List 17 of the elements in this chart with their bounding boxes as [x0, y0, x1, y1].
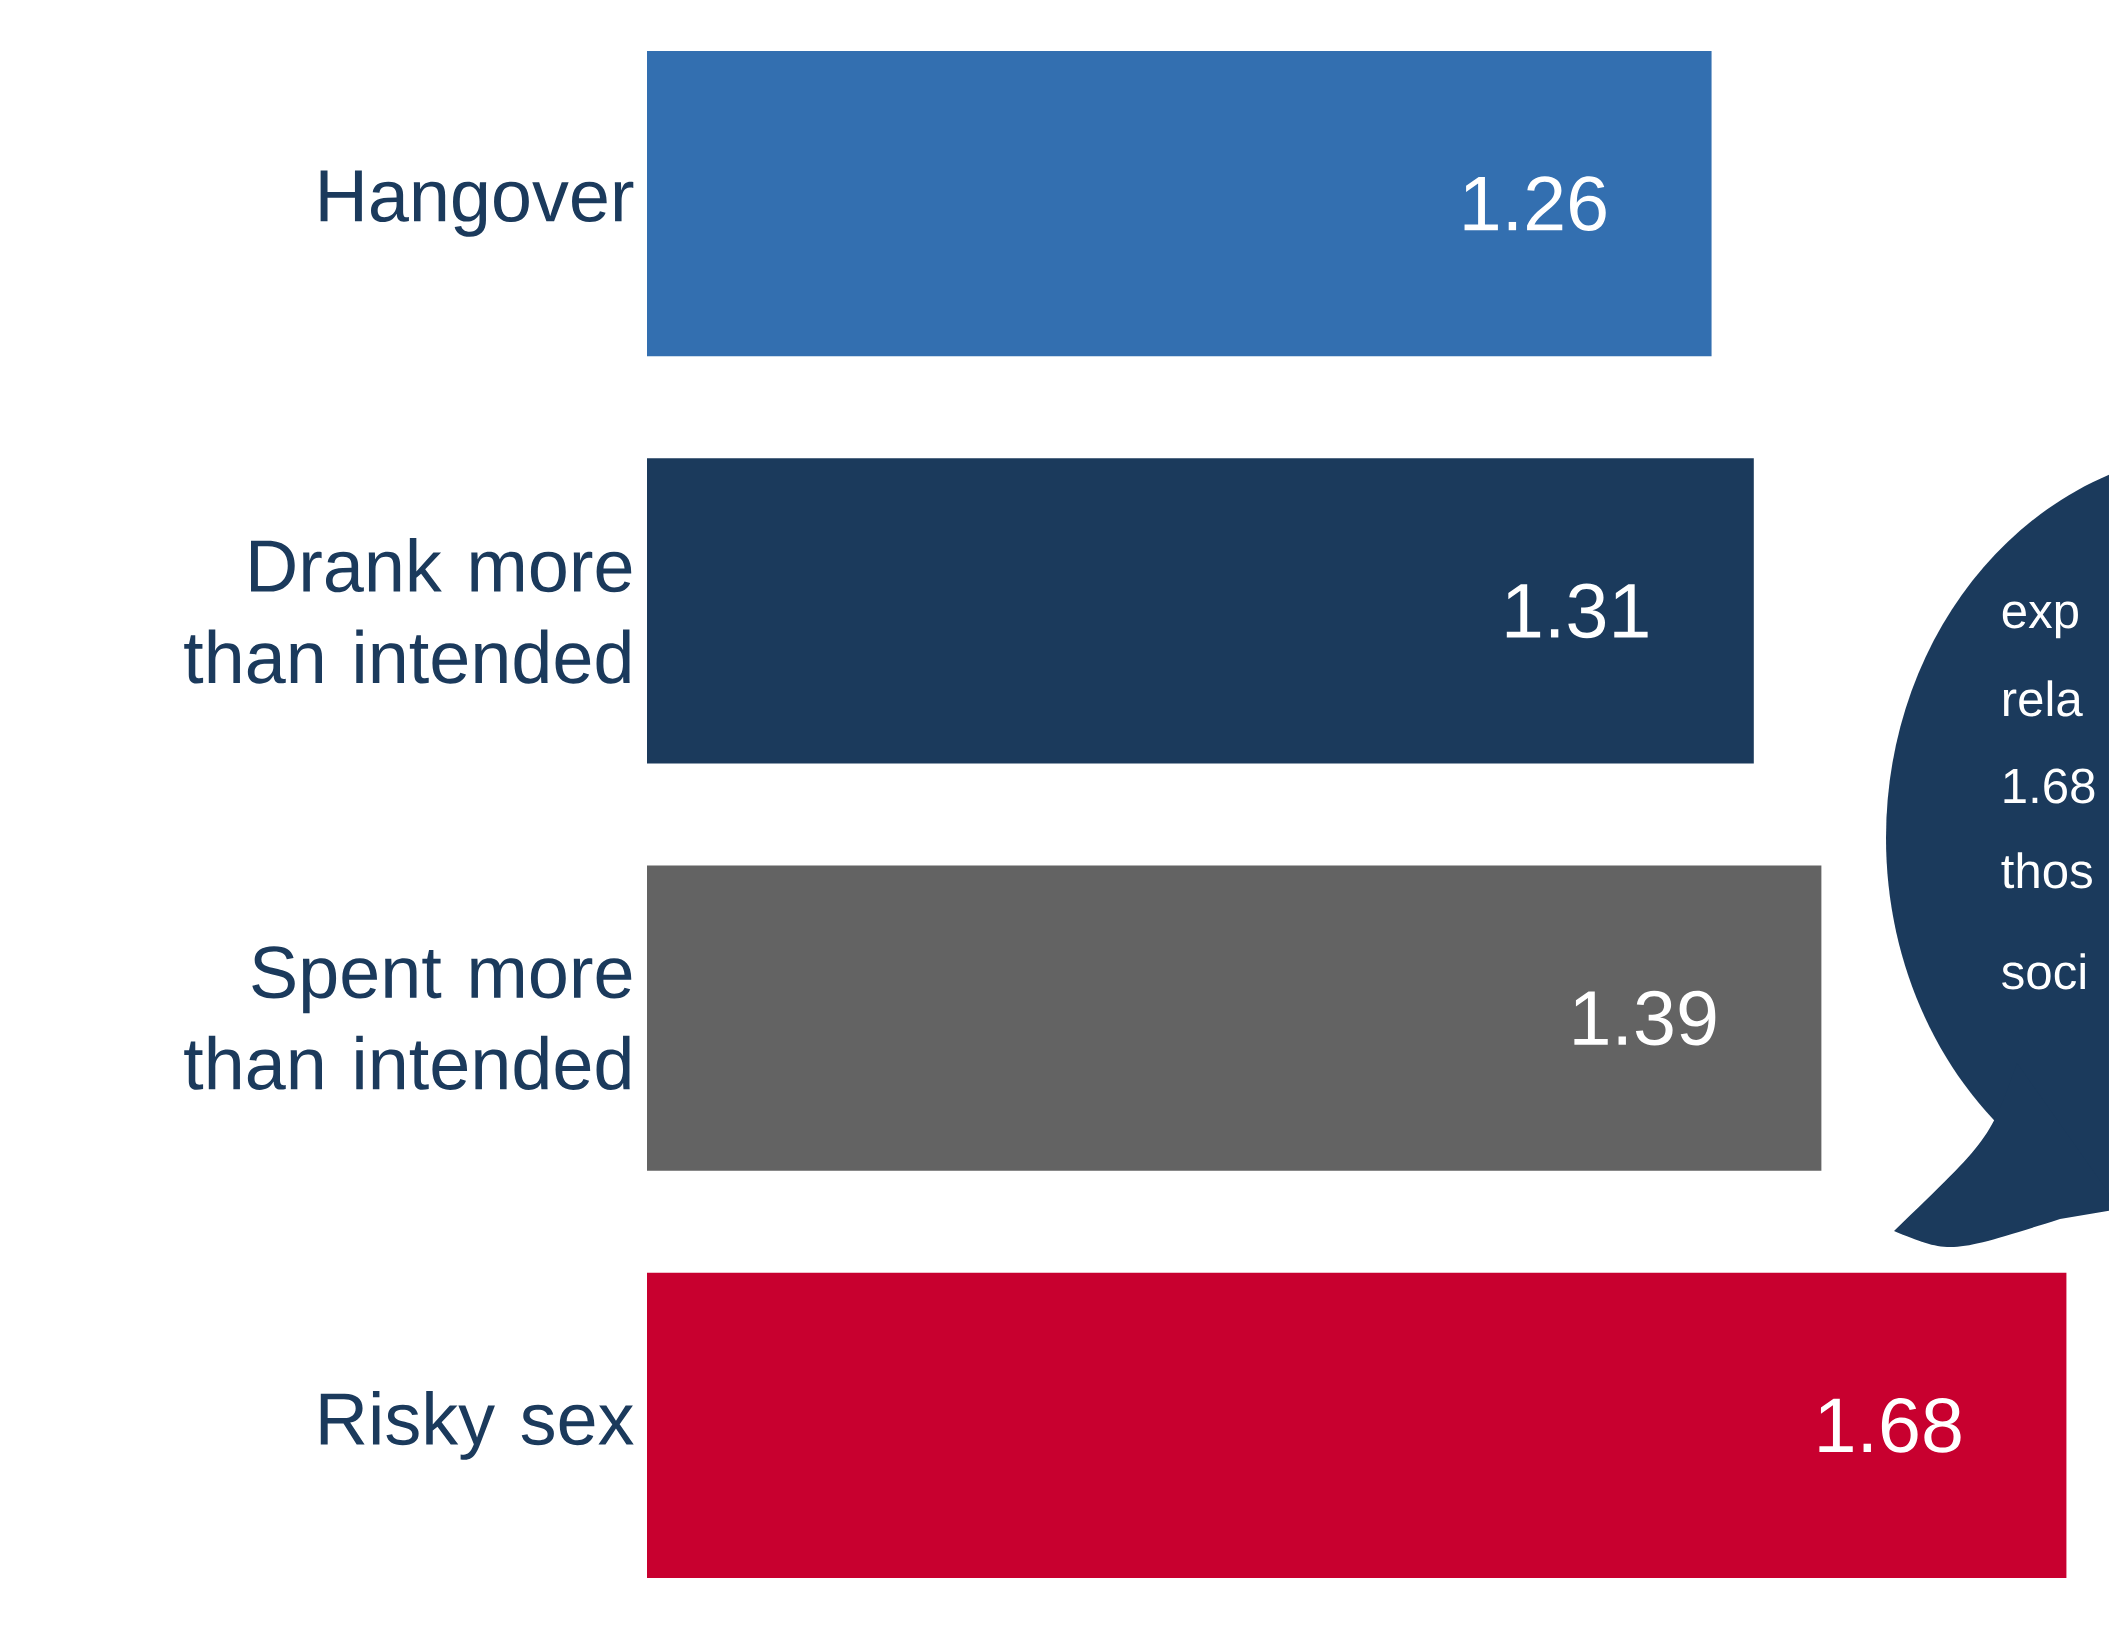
y-tick-label: Risky sex	[320, 1390, 634, 1460]
data-label: 1.26	[1464, 176, 1606, 232]
bar	[647, 865, 1822, 1171]
bar	[647, 458, 1754, 764]
data-label: 1.68	[1819, 1397, 1961, 1453]
annotation: thos	[2001, 852, 2092, 889]
bar	[647, 1272, 2067, 1579]
y-tick-label: Hangover	[320, 170, 634, 237]
y-tick-label: Spent more than intended	[184, 946, 632, 1090]
annotation: soci	[2002, 953, 2085, 990]
annotation: rela	[2003, 680, 2083, 717]
data-label: 1.39	[1574, 990, 1716, 1046]
annotation: 1.68	[2004, 768, 2095, 804]
y-tick-label: Drank more than intended	[184, 538, 632, 684]
annotation: exp	[2002, 601, 2078, 639]
data-label: 1.31	[1506, 583, 1648, 639]
bar	[647, 50, 1712, 357]
